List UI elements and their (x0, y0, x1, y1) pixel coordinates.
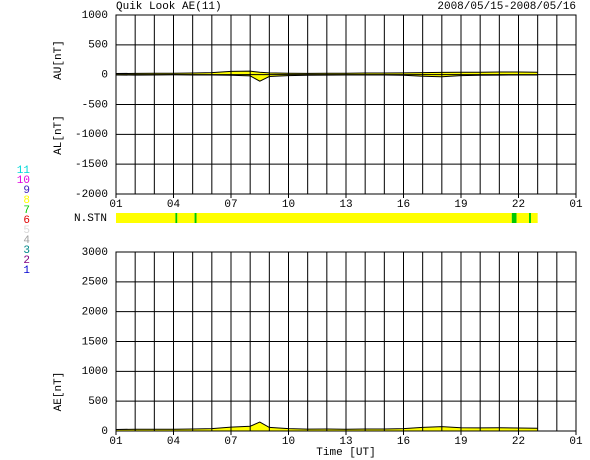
y-tick-label: 0 (101, 70, 108, 82)
station-legend-entry: 7 (23, 205, 30, 217)
x-tick-label: 10 (282, 436, 295, 448)
y-tick-label: 500 (88, 40, 108, 52)
x-tick-label: 10 (282, 199, 295, 211)
x-tick-label: 19 (454, 436, 467, 448)
y-tick-label: 1000 (82, 10, 108, 22)
series-line (115, 70, 538, 74)
station-legend-entry: 6 (23, 215, 30, 227)
x-tick-label: 13 (339, 199, 352, 211)
station-count-segment (196, 213, 512, 223)
x-tick-label: 13 (339, 436, 352, 448)
x-tick-label: 19 (454, 199, 467, 211)
y-tick-label: 500 (88, 396, 108, 408)
area (116, 71, 538, 75)
station-legend-entry: 3 (23, 245, 30, 257)
y-axis-label: AU[nT] (53, 40, 65, 80)
station-legend-entry: 1 (23, 265, 30, 277)
x-tick-label: 04 (167, 199, 181, 211)
station-count-segment (116, 213, 176, 223)
station-count-segment (175, 213, 178, 223)
y-axis-label: AE[nT] (53, 372, 65, 412)
y-tick-label: -500 (82, 99, 108, 111)
y-tick-label: -1500 (75, 159, 108, 171)
station-legend-entry: 8 (23, 195, 30, 207)
area (116, 422, 538, 431)
station-count-segment (529, 213, 531, 223)
station-legend-entry: 11 (17, 165, 31, 177)
y-tick-label: 2500 (82, 277, 108, 289)
x-tick-label: 01 (109, 436, 123, 448)
plot-frame (115, 14, 577, 195)
x-tick-label: 04 (167, 436, 181, 448)
station-count-segment (530, 213, 538, 223)
x-tick-label: 07 (224, 199, 237, 211)
station-legend-entry: 2 (23, 255, 30, 267)
y-tick-label: 3000 (82, 247, 108, 259)
date-range: 2008/05/15-2008/05/16 (437, 1, 576, 13)
y-tick-label: -1000 (75, 129, 108, 141)
strip-label: N.STN (74, 213, 107, 225)
plot-frame (115, 251, 577, 432)
y-tick-label: -2000 (75, 189, 108, 201)
series-line (115, 421, 538, 430)
x-tick-label: 16 (397, 436, 410, 448)
chart-title: Quik Look AE(11) (116, 1, 222, 13)
station-legend-entry: 5 (23, 225, 30, 237)
y-tick-label: 1500 (82, 336, 108, 348)
y-tick-label: 0 (101, 426, 108, 438)
x-tick-label: 01 (569, 199, 583, 211)
station-count-segment (516, 213, 530, 223)
y-tick-label: 2000 (82, 307, 108, 319)
station-legend-entry: 10 (17, 175, 30, 187)
station-count-segment (194, 213, 197, 223)
x-tick-label: 16 (397, 199, 410, 211)
station-count-segment (177, 213, 195, 223)
x-tick-label: 01 (569, 436, 583, 448)
station-count-segment (511, 213, 517, 223)
x-tick-label: 22 (512, 436, 525, 448)
y-tick-label: 1000 (82, 366, 108, 378)
station-legend-entry: 4 (23, 235, 30, 247)
station-legend-entry: 9 (23, 185, 30, 197)
x-tick-label: 01 (109, 199, 123, 211)
y-axis-label: AL[nT] (53, 115, 65, 155)
x-tick-label: 22 (512, 199, 525, 211)
x-tick-label: 07 (224, 436, 237, 448)
x-axis-label: Time [UT] (316, 447, 375, 459)
series-line (115, 74, 538, 82)
